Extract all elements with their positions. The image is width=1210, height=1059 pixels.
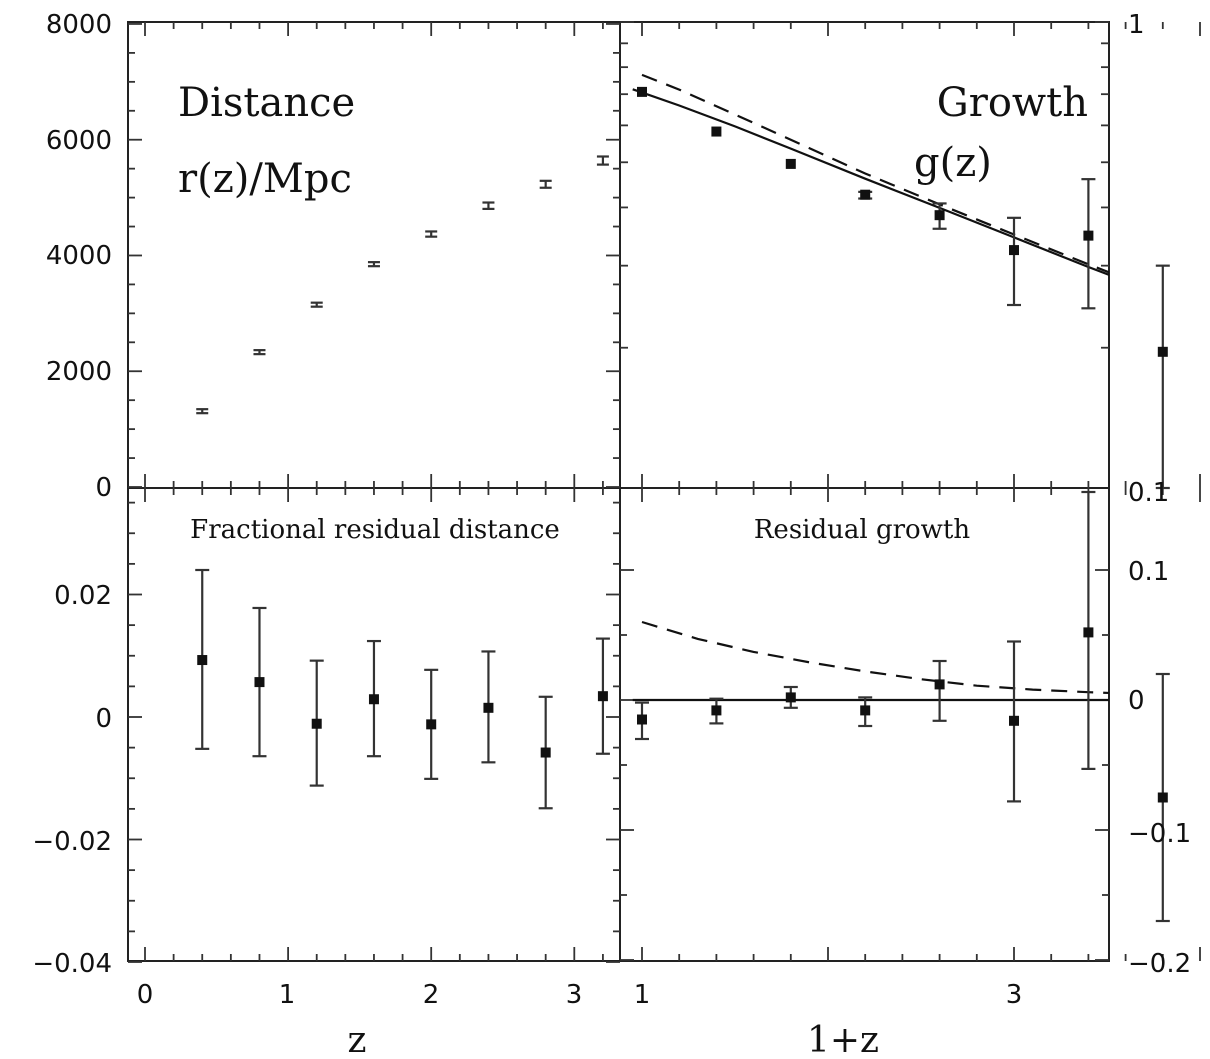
distance-title: Distance: [178, 80, 355, 126]
residual-distance-point: [540, 747, 551, 758]
residual-growth-point: [934, 679, 945, 690]
residual-growth-point: [637, 714, 647, 725]
br-y-tick-label-0.1-top: 0.1: [1128, 478, 1169, 508]
bl-x-tick-label-3: 3: [566, 980, 583, 1010]
residual-growth-point: [785, 692, 796, 703]
bl-y-tick-label-0.02: 0.02: [54, 581, 112, 611]
residual-distance-point: [368, 694, 379, 705]
growth-dashed-curve: [641, 73, 1109, 274]
distance-point: [539, 179, 552, 189]
x-axis-label-z: z: [348, 1020, 367, 1059]
residual-distance-title: Fractional residual distance: [190, 515, 560, 545]
residual-growth-point: [1083, 627, 1094, 638]
model-curves: [632, 73, 1109, 702]
growth-point: [860, 189, 871, 200]
residual-distance-point: [597, 691, 608, 702]
growth-point: [711, 126, 722, 137]
distance-point: [482, 201, 495, 210]
tl-y-tick-label-0: 0: [95, 473, 112, 503]
residual-distance-point: [311, 718, 322, 729]
tl-y-tick-label-8000: 8000: [46, 10, 112, 40]
growth-point: [934, 210, 945, 221]
residual-distance-point: [483, 702, 494, 713]
bl-x-tick-label-0: 0: [137, 980, 154, 1010]
residual-growth-title: Residual growth: [754, 515, 971, 545]
residual-growth-point: [711, 705, 722, 716]
residual-growth-point: [1009, 715, 1019, 726]
growth-point: [1157, 346, 1168, 357]
growth-solid-curve: [632, 88, 1109, 277]
tl-y-tick-label-6000: 6000: [46, 126, 112, 156]
growth-errorbar: [1007, 216, 1021, 307]
residual-distance-point: [254, 677, 265, 688]
distance-point: [310, 301, 323, 308]
tl-y-tick-label-2000: 2000: [46, 357, 112, 387]
residual-distance-point: [426, 719, 437, 730]
distance-point: [425, 230, 438, 238]
bl-x-tick-label-2: 2: [423, 980, 440, 1010]
tr-y-tick-label-1: 1: [1128, 10, 1145, 40]
br-y-tick-label-neg0.1: −0.1: [1128, 819, 1191, 849]
growth-point: [1083, 230, 1094, 241]
distance-point: [367, 261, 380, 268]
bl-y-tick-label-0: 0: [95, 704, 112, 734]
x-axis-label-1plusz: 1+z: [807, 1020, 879, 1059]
distance-point: [253, 349, 266, 356]
residual-distance-point: [197, 655, 208, 666]
data-points: [195, 86, 1170, 923]
growth-point: [637, 86, 647, 97]
growth-title: Growth: [937, 80, 1088, 126]
growth-point: [1009, 245, 1019, 256]
residual-growth-errorbar: [932, 659, 947, 722]
tl-y-tick-label-4000: 4000: [46, 241, 112, 271]
distance-point: [196, 408, 209, 415]
distance-subtitle: r(z)/Mpc: [178, 156, 352, 202]
bl-y-tick-label-neg0.04: −0.04: [32, 949, 112, 979]
br-y-tick-label-0: 0: [1128, 686, 1145, 716]
growth-point: [785, 158, 796, 169]
bl-y-tick-label-neg0.02: −0.02: [32, 827, 112, 857]
growth-errorbar: [1155, 264, 1170, 490]
br-y-tick-label-0.1: 0.1: [1128, 557, 1169, 587]
growth-subtitle: g(z): [914, 140, 992, 186]
distance-point: [596, 155, 609, 166]
br-y-tick-label-neg0.2: −0.2: [1128, 949, 1191, 979]
br-x-tick-label-1: 1: [634, 980, 651, 1010]
br-x-tick-label-3: 3: [1006, 980, 1023, 1010]
growth-errorbar: [1081, 178, 1096, 310]
residual-growth-point: [1157, 792, 1168, 803]
residual-growth-dashed-curve: [641, 620, 1109, 695]
bl-x-tick-label-1: 1: [279, 980, 296, 1010]
residual-growth-point: [860, 705, 871, 716]
tick-marks: [128, 21, 1201, 963]
